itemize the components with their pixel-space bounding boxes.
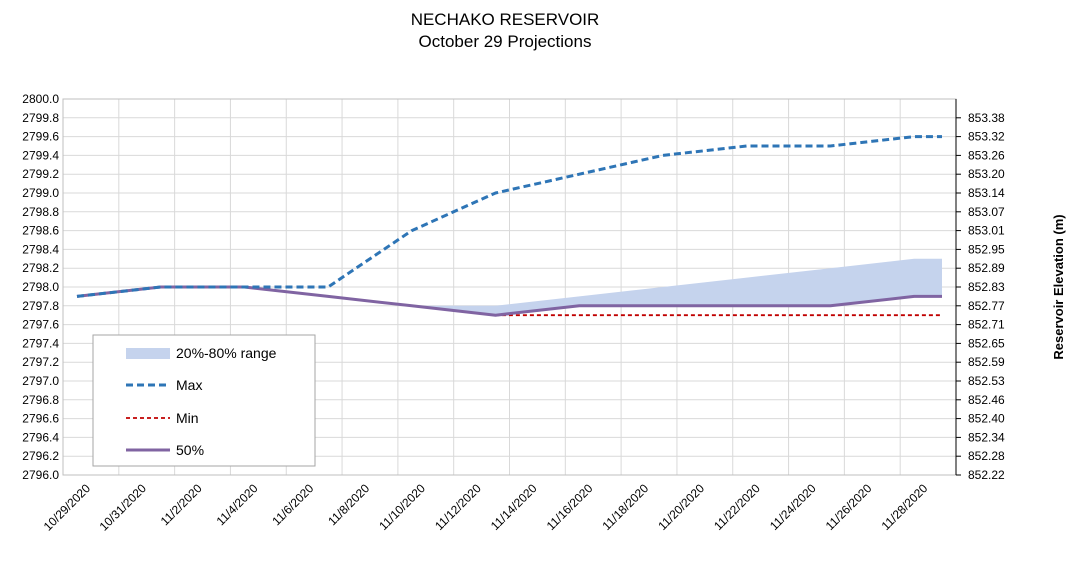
- chart-subtitle: October 29 Projections: [418, 32, 592, 51]
- y2-tick-label: 852.59: [968, 355, 1005, 369]
- y2-tick-label: 852.65: [968, 336, 1005, 350]
- y2-tick-label: 852.28: [968, 449, 1005, 463]
- y2-tick-label: 852.22: [968, 468, 1005, 482]
- y-tick-label: 2798.4: [22, 242, 59, 256]
- y-tick-label: 2796.8: [22, 393, 59, 407]
- y2-axis-title: Reservoir Elevation (m): [1051, 214, 1066, 359]
- y2-tick-label: 852.40: [968, 412, 1005, 426]
- y2-tick-label: 852.95: [968, 242, 1005, 256]
- y-tick-label: 2797.4: [22, 336, 59, 350]
- legend-swatch-range: [126, 348, 170, 359]
- y2-tick-label: 852.53: [968, 374, 1005, 388]
- legend-label: 20%-80% range: [176, 345, 277, 361]
- y-tick-label: 2799.2: [22, 167, 59, 181]
- y-tick-label: 2796.0: [22, 468, 59, 482]
- legend-label: 50%: [176, 442, 204, 458]
- y-tick-label: 2799.8: [22, 111, 59, 125]
- x-tick-label: 11/26/2020: [823, 481, 875, 533]
- y-tick-label: 2796.4: [22, 430, 59, 444]
- y2-tick-label: 853.07: [968, 205, 1005, 219]
- y-tick-label: 2798.6: [22, 224, 59, 238]
- y2-tick-label: 852.71: [968, 318, 1005, 332]
- y-tick-label: 2800.0: [22, 92, 59, 106]
- x-tick-label: 11/14/2020: [488, 481, 540, 533]
- y-tick-label: 2797.6: [22, 318, 59, 332]
- x-tick-label: 11/8/2020: [325, 481, 372, 528]
- y-tick-label: 2797.0: [22, 374, 59, 388]
- series-line-max: [76, 135, 942, 298]
- y2-tick-label: 853.32: [968, 130, 1005, 144]
- x-tick-label: 11/12/2020: [432, 481, 484, 533]
- y-tick-label: 2799.4: [22, 148, 59, 162]
- x-tick-label: 11/6/2020: [269, 481, 316, 528]
- x-tick-label: 11/22/2020: [711, 481, 763, 533]
- y2-tick-label: 852.46: [968, 393, 1005, 407]
- y-tick-label: 2797.2: [22, 355, 59, 369]
- legend-label: Min: [176, 410, 199, 426]
- y-tick-label: 2796.6: [22, 412, 59, 426]
- range-band-area: [77, 258, 942, 316]
- x-tick-label: 11/18/2020: [600, 481, 652, 533]
- x-tick-label: 11/28/2020: [879, 481, 931, 533]
- y2-tick-label: 853.14: [968, 186, 1005, 200]
- y-tick-label: 2796.2: [22, 449, 59, 463]
- x-tick-label: 11/2/2020: [158, 481, 205, 528]
- y2-tick-label: 852.34: [968, 430, 1005, 444]
- y2-tick-label: 853.38: [968, 111, 1005, 125]
- x-tick-label: 11/20/2020: [655, 481, 707, 533]
- series-layer: [76, 135, 942, 317]
- x-tick-label: 11/16/2020: [544, 481, 596, 533]
- chart-title: NECHAKO RESERVOIR: [410, 10, 600, 29]
- y2-tick-label: 852.83: [968, 280, 1005, 294]
- x-tick-label: 10/29/2020: [41, 481, 94, 534]
- y-tick-label: 2797.8: [22, 299, 59, 313]
- legend: 20%-80% range Max Min 50%: [92, 334, 316, 467]
- x-tick-label: 11/24/2020: [767, 481, 819, 533]
- y2-tick-label: 852.77: [968, 299, 1005, 313]
- y-tick-label: 2798.2: [22, 261, 59, 275]
- chart-title-block: NECHAKO RESERVOIR October 29 Projections: [0, 9, 1010, 53]
- y-tick-label: 2799.0: [22, 186, 59, 200]
- y2-tick-label: 853.01: [968, 224, 1005, 238]
- y-tick-label: 2798.0: [22, 280, 59, 294]
- x-tick-label: 10/31/2020: [97, 481, 150, 534]
- x-tick-label: 11/4/2020: [214, 481, 261, 528]
- legend-label: Max: [176, 377, 202, 393]
- x-tick-label: 11/10/2020: [376, 481, 428, 533]
- y2-tick-label: 853.20: [968, 167, 1005, 181]
- y-tick-label: 2799.6: [22, 130, 59, 144]
- series-line-min: [76, 286, 942, 317]
- series-line-p50: [76, 285, 942, 317]
- y2-tick-label: 853.26: [968, 148, 1005, 162]
- y-tick-label: 2798.8: [22, 205, 59, 219]
- y2-tick-label: 852.89: [968, 261, 1005, 275]
